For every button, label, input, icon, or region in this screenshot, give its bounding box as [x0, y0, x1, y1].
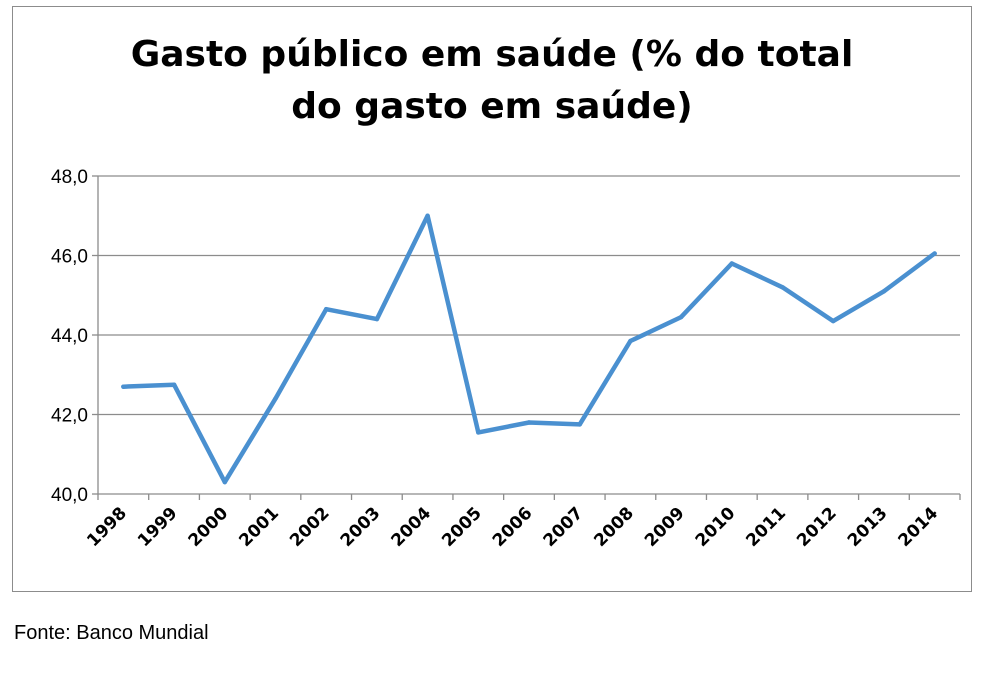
- chart-title-line-2: do gasto em saúde): [291, 86, 693, 127]
- data-point: [526, 420, 532, 425]
- y-tick-label: 48,0: [51, 167, 88, 188]
- x-tick-label: 2001: [235, 503, 283, 551]
- x-tick-label: 2014: [895, 503, 943, 551]
- data-point: [780, 285, 785, 290]
- data-point: [881, 289, 887, 294]
- data-point: [678, 314, 684, 320]
- line-chart: 40,0 42,0 44,0 46,0 48,0 1998 1999 2000 2001 2002…: [51, 167, 961, 551]
- y-tick-label: 40,0: [51, 485, 88, 506]
- data-point: [577, 422, 582, 427]
- x-tick-label: 2002: [286, 503, 334, 551]
- x-tick-label: 1999: [134, 503, 182, 551]
- data-point: [222, 479, 227, 485]
- x-tick-label: 2007: [540, 503, 588, 551]
- data-point: [273, 396, 278, 401]
- x-tick-label: 2005: [438, 503, 486, 551]
- y-tick-label: 44,0: [51, 326, 88, 347]
- x-tick-label: 2013: [844, 503, 892, 551]
- data-point: [729, 261, 735, 266]
- x-tick-label: 2003: [337, 503, 385, 551]
- data-point: [476, 430, 481, 435]
- data-point: [323, 306, 329, 312]
- x-tick-label: 2004: [388, 503, 436, 551]
- data-point: [374, 316, 380, 322]
- data-point: [932, 251, 937, 256]
- x-tick-label: 2006: [489, 503, 537, 551]
- x-tick-label: 2011: [742, 503, 790, 551]
- x-tick-label: 1998: [83, 503, 131, 551]
- y-tick-label: 42,0: [51, 406, 88, 427]
- x-tick-label: 2012: [793, 503, 841, 551]
- data-point: [831, 318, 836, 324]
- chart-title-line-1: Gasto público em saúde (% do total: [130, 34, 854, 75]
- data-point: [171, 382, 177, 387]
- x-tick-label: 2009: [641, 503, 689, 551]
- source-note: Fonte: Banco Mundial: [14, 622, 209, 644]
- chart-title: Gasto público em saúde (% do total do ga…: [13, 29, 971, 133]
- y-tick-label: 46,0: [51, 247, 88, 268]
- data-point: [628, 338, 633, 344]
- data-point: [425, 213, 430, 218]
- x-tick-label: 2010: [692, 503, 740, 551]
- x-tick-label: 2008: [590, 503, 638, 551]
- x-tick-label: 2000: [185, 503, 233, 551]
- data-point: [121, 384, 126, 389]
